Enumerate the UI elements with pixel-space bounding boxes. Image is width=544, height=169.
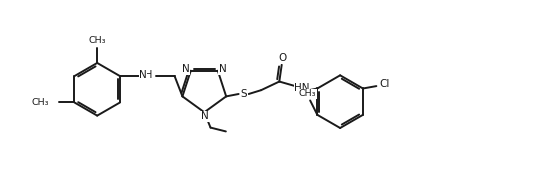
Text: Cl: Cl	[380, 79, 390, 89]
Text: CH₃: CH₃	[299, 89, 317, 98]
Text: N: N	[139, 70, 147, 80]
Text: HN: HN	[294, 83, 310, 93]
Text: N: N	[182, 64, 190, 74]
Text: N: N	[219, 64, 226, 74]
Text: H: H	[145, 70, 152, 80]
Text: N: N	[201, 111, 209, 121]
Text: S: S	[240, 89, 247, 99]
Text: CH₃: CH₃	[89, 37, 106, 45]
Text: CH₃: CH₃	[31, 98, 48, 107]
Text: O: O	[278, 53, 286, 63]
